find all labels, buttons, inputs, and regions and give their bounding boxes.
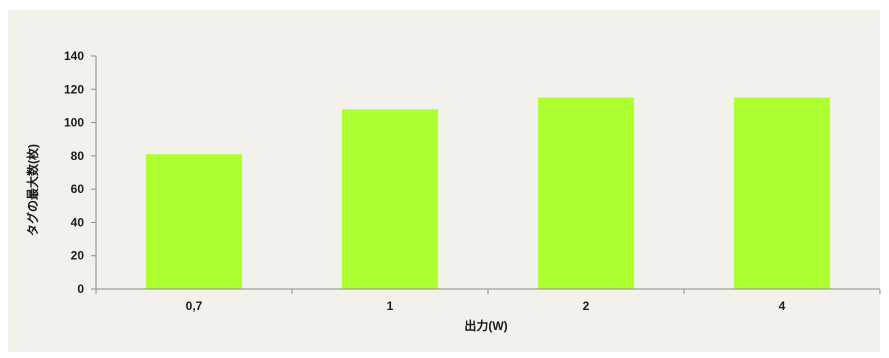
y-tick-label-0: 0 — [77, 282, 84, 296]
x-tick-label-2: 2 — [583, 299, 590, 313]
x-tick-labels: 0,7 1 2 4 — [186, 299, 786, 313]
y-tick-label-60: 60 — [71, 182, 85, 196]
y-tick-label-120: 120 — [64, 82, 84, 96]
bar-1 — [341, 109, 439, 289]
bar-2 — [537, 97, 635, 289]
y-tick-label-40: 40 — [71, 215, 85, 229]
x-tick-label-0,7: 0,7 — [186, 299, 203, 313]
bars-group — [145, 97, 831, 289]
x-axis-title: 出力(W) — [464, 318, 507, 333]
axes-group — [91, 55, 881, 294]
y-tick-labels: 0 20 40 60 80 100 120 140 — [64, 49, 84, 296]
bar-0,7 — [145, 154, 243, 289]
y-tick-label-80: 80 — [71, 149, 85, 163]
x-tick-label-1: 1 — [387, 299, 394, 313]
x-tick-label-4: 4 — [779, 299, 786, 313]
bar-4 — [733, 97, 831, 289]
y-axis-title: タグの最大数(枚) — [25, 144, 40, 236]
y-tick-label-20: 20 — [71, 249, 85, 263]
y-tick-label-140: 140 — [64, 49, 84, 63]
y-tick-label-100: 100 — [64, 116, 84, 130]
